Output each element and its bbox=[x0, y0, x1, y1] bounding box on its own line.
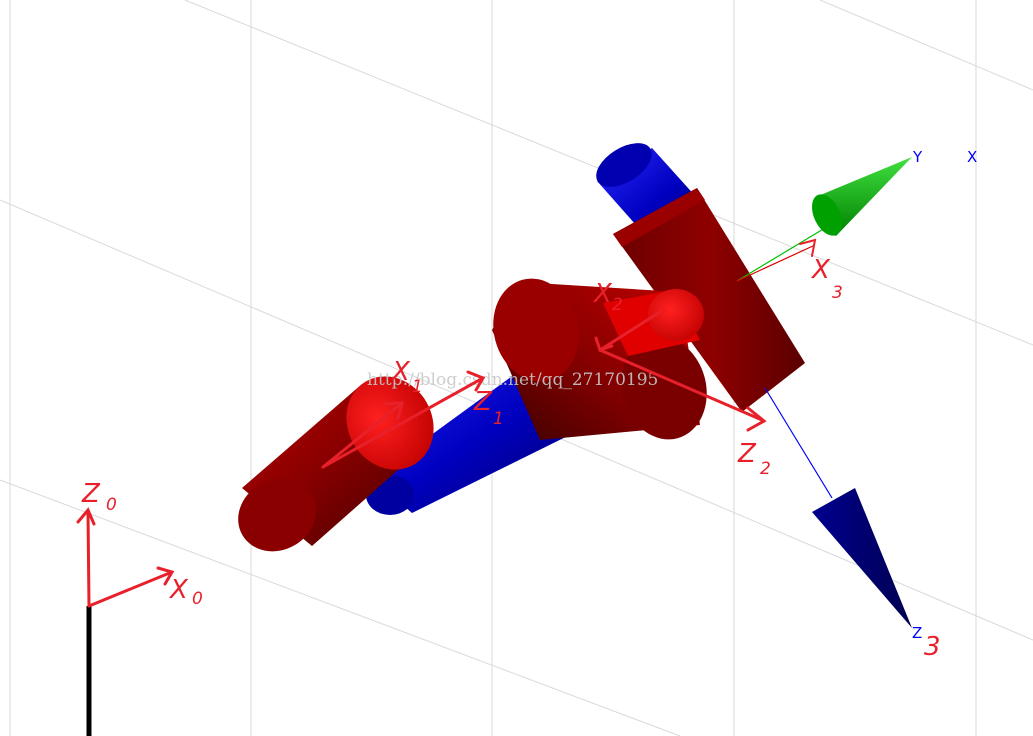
z0-label: Z bbox=[81, 479, 101, 509]
joint2-collar-cap bbox=[648, 289, 704, 341]
x0-subscript: 0 bbox=[192, 589, 203, 609]
annotation-labels: Z 0 X 0 X 1 Z 1 X 2 Z 2 X 3 3 bbox=[81, 255, 941, 662]
ee-z-axis-label: Z bbox=[912, 624, 922, 642]
z0-subscript: 0 bbox=[106, 495, 117, 515]
link3-wrist bbox=[613, 188, 805, 412]
link2-elbow-back bbox=[493, 278, 579, 382]
z1-arrow bbox=[321, 376, 485, 469]
z0-arrow-head bbox=[76, 507, 96, 526]
joint2-collar bbox=[603, 289, 704, 356]
link1-shoulder bbox=[238, 376, 434, 552]
z2-subscript: 2 bbox=[760, 459, 771, 479]
z3-subscript: 3 bbox=[924, 632, 941, 662]
joint3-axle-cap bbox=[596, 143, 652, 187]
z1-arrow-head bbox=[466, 370, 486, 392]
ee-z-arrow-cone bbox=[812, 488, 912, 628]
z1-subscript: 1 bbox=[493, 409, 504, 429]
x2-label: X bbox=[592, 279, 613, 309]
grid-line bbox=[819, 0, 1033, 91]
frame-annotations bbox=[76, 238, 817, 608]
x1-label: X bbox=[390, 357, 411, 387]
ee-x-axis-label: X bbox=[967, 148, 977, 166]
z2-arrow-head bbox=[746, 406, 767, 432]
x1-arrow-head bbox=[383, 401, 404, 420]
ee-z-arrow bbox=[812, 488, 912, 628]
x0-arrow-head bbox=[156, 566, 175, 586]
x3-label: X bbox=[810, 255, 831, 285]
ee-z-axis-line bbox=[764, 387, 833, 499]
watermark: http://blog.csdn.net/qq_27170195 bbox=[367, 370, 658, 390]
x2-subscript: 2 bbox=[612, 295, 623, 315]
link1-shoulder-cap bbox=[346, 376, 434, 470]
x2-arrow bbox=[598, 310, 662, 352]
ee-y-axis-line bbox=[736, 224, 831, 282]
x0-arrow bbox=[87, 570, 174, 608]
z0-arrow bbox=[86, 510, 91, 608]
x1-arrow bbox=[321, 401, 404, 469]
link3-wrist-body bbox=[613, 188, 805, 412]
x0-label: X bbox=[168, 575, 189, 605]
ee-y-arrow bbox=[811, 157, 912, 236]
ee-y-axis-label: Y bbox=[912, 148, 923, 166]
link3-wrist-face bbox=[613, 188, 705, 247]
link1-shoulder-base-cap bbox=[238, 478, 316, 552]
ee-x-axis-line bbox=[736, 244, 816, 282]
z2-arrow bbox=[598, 348, 764, 422]
x3-subscript: 3 bbox=[832, 283, 843, 303]
z1-label: Z bbox=[473, 387, 493, 417]
grid-line bbox=[0, 479, 681, 736]
x3-arrow-head bbox=[799, 238, 817, 257]
z2-label: Z bbox=[737, 439, 757, 469]
ee-y-arrow-base bbox=[811, 194, 843, 236]
link2-elbow-cap bbox=[621, 336, 707, 440]
x1-subscript: 1 bbox=[412, 377, 423, 397]
